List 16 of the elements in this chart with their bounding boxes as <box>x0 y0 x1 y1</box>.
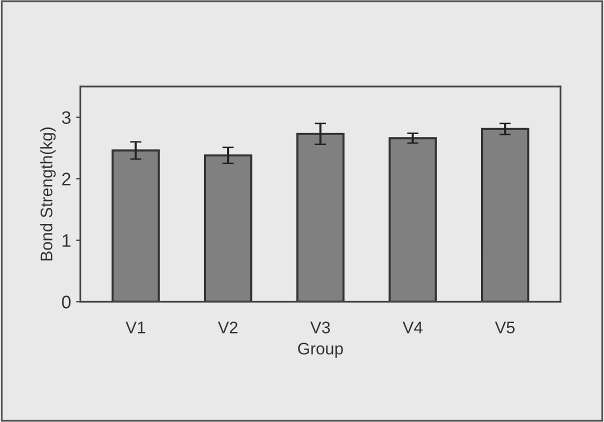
y-tick-label: 1 <box>62 234 70 247</box>
bar <box>204 154 252 302</box>
x-tick-label: V4 <box>402 322 422 334</box>
bar <box>388 137 437 302</box>
y-axis-title: Bond Strength(kg) <box>40 128 56 260</box>
bar <box>112 149 160 302</box>
x-tick-label: V5 <box>494 322 515 334</box>
y-tick-label: 3 <box>62 111 71 124</box>
bar <box>296 132 345 302</box>
y-tick-label: 2 <box>62 172 70 186</box>
bar <box>480 128 530 302</box>
x-axis-title: Group <box>298 342 343 358</box>
x-tick-label: V3 <box>310 322 330 334</box>
x-tick-label: V2 <box>218 322 238 334</box>
x-tick-label: V1 <box>126 322 146 334</box>
y-tick-label: 0 <box>62 296 71 308</box>
